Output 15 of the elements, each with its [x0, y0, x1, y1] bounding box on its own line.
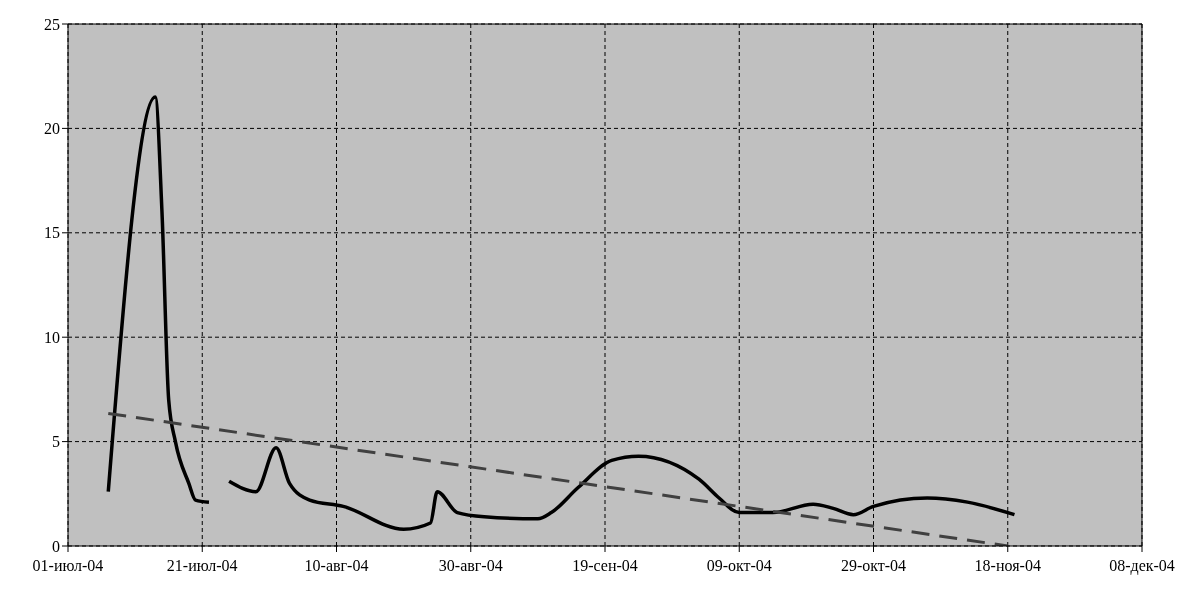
x-tick-label: 01-июл-04 [32, 557, 104, 575]
x-tick-label: 29-окт-04 [840, 557, 907, 575]
x-tick-label: 08-дек-04 [1109, 557, 1175, 576]
y-tick-label: 5 [52, 433, 60, 451]
y-tick-label: 10 [44, 328, 60, 346]
y-tick-label: 0 [52, 537, 60, 555]
x-tick-label: 30-авг-04 [438, 557, 503, 575]
x-tick-label: 10-авг-04 [304, 557, 369, 575]
x-tick-label: 21-июл-04 [166, 557, 238, 575]
y-tick-label: 25 [44, 15, 60, 33]
x-tick-label: 09-окт-04 [706, 557, 772, 575]
x-tick-label: 18-ноя-04 [974, 557, 1041, 575]
y-tick-label: 20 [44, 120, 60, 138]
y-tick-label: 15 [44, 224, 60, 242]
x-tick-label: 19-сен-04 [572, 557, 638, 575]
